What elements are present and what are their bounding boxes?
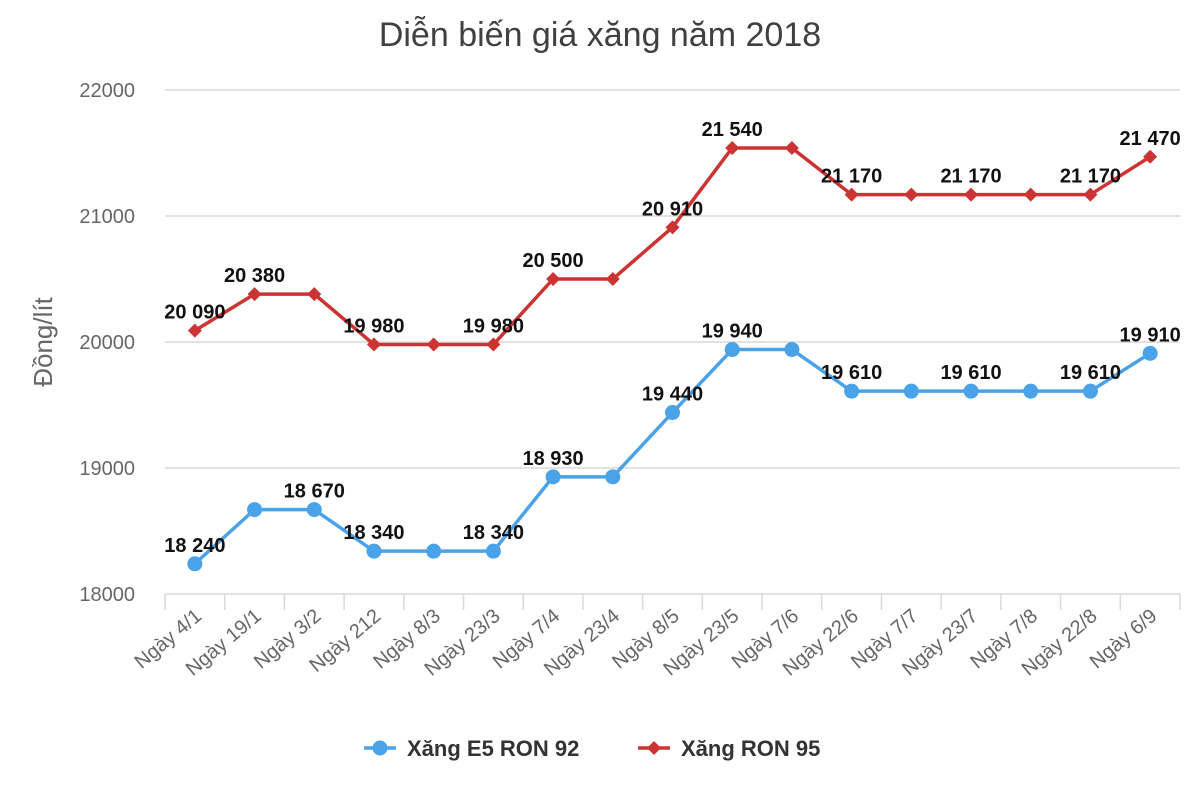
data-point (426, 543, 442, 559)
data-point (546, 272, 561, 286)
data-point (1083, 187, 1098, 202)
data-label: 18 670 (284, 481, 345, 503)
data-label: 19 610 (1060, 362, 1121, 384)
data-point (426, 337, 441, 352)
data-point (247, 287, 262, 302)
data-label: 18 930 (523, 448, 584, 470)
gridlines: 18000 19000 20000 21000 22000 (79, 80, 1180, 606)
y-tick-label: 22000 (79, 80, 135, 102)
data-label: 21 170 (1060, 166, 1121, 188)
data-point (187, 556, 203, 572)
data-point (963, 383, 979, 399)
legend-marker (372, 740, 388, 756)
data-point (964, 187, 979, 202)
data-point (1082, 383, 1098, 399)
data-label: 20 380 (224, 265, 285, 287)
data-point (1023, 383, 1039, 399)
data-point (605, 272, 620, 286)
series-line (193, 146, 1152, 347)
data-label: 19 440 (642, 384, 703, 406)
data-point (187, 323, 202, 338)
y-tick-label: 21000 (79, 206, 135, 228)
data-point (1142, 345, 1158, 361)
data-point (366, 543, 382, 559)
data-point (784, 342, 800, 358)
data-label: 19 610 (940, 362, 1001, 384)
data-label: 19 980 (463, 316, 524, 338)
legend-marker (647, 741, 661, 755)
data-label: 21 170 (940, 166, 1001, 188)
data-label: 18 240 (164, 535, 225, 557)
legend-label: Xăng E5 RON 92 (407, 736, 579, 761)
data-point (486, 337, 501, 352)
data-label: 19 980 (343, 316, 404, 338)
data-point (903, 383, 919, 399)
series-lines (187, 140, 1158, 572)
y-tick-label: 19000 (79, 458, 135, 480)
data-point (725, 140, 740, 155)
data-point (665, 405, 680, 421)
data-label: 21 470 (1120, 128, 1181, 150)
data-point (904, 187, 919, 202)
data-point (247, 502, 263, 518)
y-tick-label: 18000 (79, 584, 135, 606)
data-label: 18 340 (463, 522, 524, 544)
data-point (545, 469, 561, 485)
series-line (193, 347, 1152, 566)
data-point (605, 469, 621, 485)
data-point (1023, 187, 1038, 202)
data-point (366, 337, 381, 352)
data-label: 20 910 (642, 198, 703, 220)
y-axis-label: Đồng/lít (28, 296, 58, 386)
data-point (665, 220, 680, 235)
data-point (784, 140, 799, 155)
data-label: 20 500 (523, 250, 584, 272)
data-point (485, 543, 501, 559)
chart-title: Diễn biến giá xăng năm 2018 (379, 16, 821, 54)
data-label: 18 340 (343, 522, 404, 544)
data-point (844, 187, 859, 202)
legend-label: Xăng RON 95 (681, 736, 820, 761)
data-label: 20 090 (164, 302, 225, 324)
x-tick-label: Ngày 6/9 (1086, 605, 1161, 673)
data-label: 19 940 (702, 321, 763, 343)
data-labels: 18 240 18 670 18 340 18 340 18 930 19 440 19 9… (164, 119, 1180, 557)
data-point (1143, 149, 1158, 164)
data-point (306, 502, 322, 518)
legend: Xăng E5 RON 92 Xăng RON 95 (364, 736, 820, 761)
data-point (724, 342, 740, 358)
y-tick-label: 20000 (79, 332, 135, 354)
data-label: 21 170 (821, 166, 882, 188)
data-label: 21 540 (702, 119, 763, 141)
data-label: 19 610 (821, 362, 882, 384)
data-label: 19 910 (1120, 324, 1181, 346)
data-point (307, 287, 322, 302)
data-point (844, 383, 860, 399)
